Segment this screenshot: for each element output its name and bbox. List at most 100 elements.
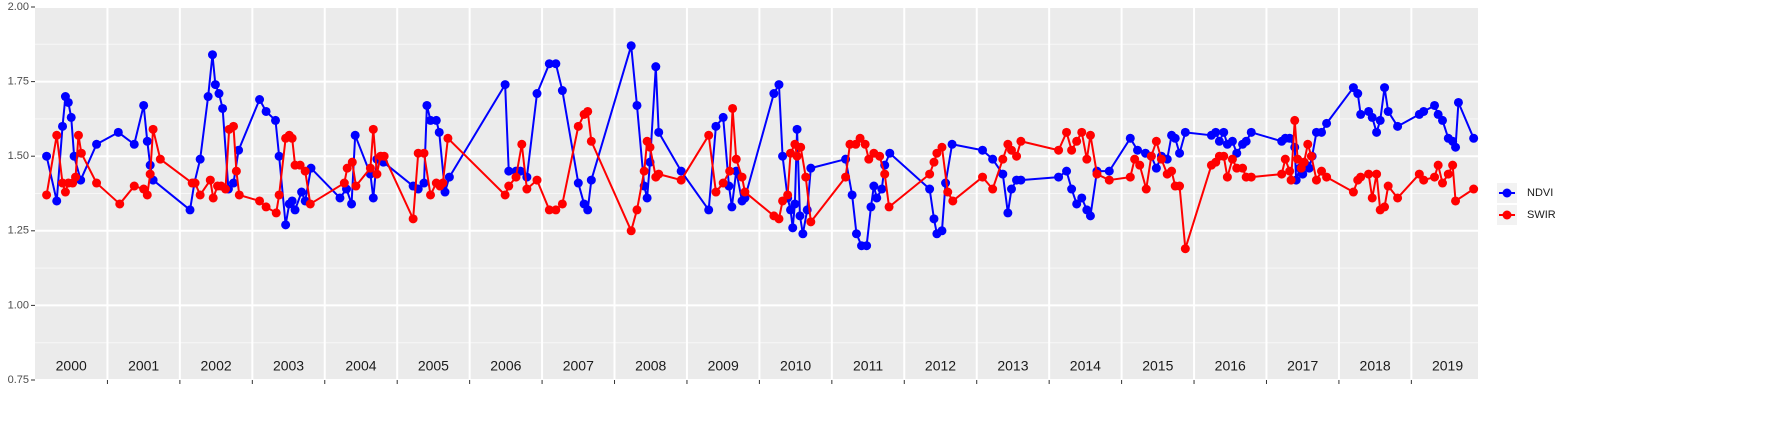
data-point [790, 199, 800, 209]
data-point [718, 178, 728, 188]
data-point [287, 133, 297, 143]
data-point [551, 205, 561, 215]
data-point [271, 208, 281, 218]
data-point [1222, 172, 1232, 182]
data-point [544, 59, 554, 69]
data-point [274, 151, 284, 161]
data-point [1393, 193, 1403, 203]
data-point [228, 178, 238, 188]
data-point [1072, 199, 1082, 209]
data-point [261, 106, 271, 116]
data-point [929, 157, 939, 167]
data-point [205, 175, 215, 185]
data-point [557, 86, 567, 96]
data-point [774, 80, 784, 90]
data-point [431, 115, 441, 125]
year-label: 2005 [418, 358, 449, 374]
data-point [806, 217, 816, 227]
data-point [1077, 127, 1087, 137]
data-point [704, 205, 714, 215]
data-point [586, 175, 596, 185]
data-point [1135, 160, 1145, 170]
data-point [1419, 106, 1429, 116]
data-point [583, 106, 593, 116]
data-point [52, 196, 62, 206]
year-label: 2007 [563, 358, 594, 374]
year-label: 2006 [490, 358, 521, 374]
data-point [778, 196, 788, 206]
data-point [632, 205, 642, 215]
year-label: 2003 [273, 358, 304, 374]
data-point [42, 151, 52, 161]
data-point [573, 121, 583, 131]
data-point [1448, 160, 1458, 170]
data-point [1180, 127, 1190, 137]
data-point [998, 154, 1008, 164]
legend-label: NDVI [1527, 187, 1553, 199]
data-point [769, 89, 779, 99]
data-point [504, 166, 514, 176]
data-point [869, 181, 879, 191]
data-point [1430, 100, 1440, 110]
year-label: 2015 [1142, 358, 1173, 374]
data-point [1146, 151, 1156, 161]
data-point [444, 172, 454, 182]
data-point [214, 89, 224, 99]
data-point [1451, 142, 1461, 152]
data-point [1304, 163, 1314, 173]
year-label: 2002 [201, 358, 232, 374]
data-point [290, 205, 300, 215]
data-point [517, 139, 527, 149]
data-point [583, 205, 593, 215]
data-point [295, 160, 305, 170]
data-point [365, 163, 375, 173]
data-point [937, 226, 947, 236]
data-point [351, 181, 361, 191]
data-point [1227, 136, 1237, 146]
data-point [1367, 112, 1377, 122]
data-point [1003, 208, 1013, 218]
data-point [1383, 181, 1393, 191]
data-point [1367, 193, 1377, 203]
data-point [847, 190, 857, 200]
data-point [1443, 169, 1453, 179]
data-point [1317, 127, 1327, 137]
data-point [1104, 166, 1114, 176]
data-point [1356, 172, 1366, 182]
data-point [642, 193, 652, 203]
data-point [1438, 178, 1448, 188]
data-point [1067, 184, 1077, 194]
data-point [190, 178, 200, 188]
data-point [1211, 127, 1221, 137]
data-point [948, 196, 958, 206]
data-point [727, 202, 737, 212]
y-tick-label: 1.75 [8, 76, 29, 88]
data-point [66, 112, 76, 122]
data-point [522, 184, 532, 194]
y-tick-label: 1.00 [8, 299, 29, 311]
year-label: 2010 [780, 358, 811, 374]
data-point [408, 214, 418, 224]
data-point [1453, 97, 1463, 107]
data-point [208, 193, 218, 203]
data-point [1438, 115, 1448, 125]
legend-label: SWIR [1527, 209, 1556, 221]
data-point [1303, 139, 1313, 149]
data-point [1430, 172, 1440, 182]
data-point [261, 202, 271, 212]
data-point [795, 211, 805, 221]
data-point [860, 139, 870, 149]
data-point [379, 151, 389, 161]
data-point [988, 154, 998, 164]
data-point [73, 130, 83, 140]
data-point [148, 124, 158, 134]
data-point [1322, 118, 1332, 128]
data-point [1077, 193, 1087, 203]
data-point [142, 190, 152, 200]
data-point [978, 145, 988, 155]
data-point [1246, 172, 1256, 182]
data-point [778, 151, 788, 161]
data-point [145, 169, 155, 179]
data-point [929, 214, 939, 224]
